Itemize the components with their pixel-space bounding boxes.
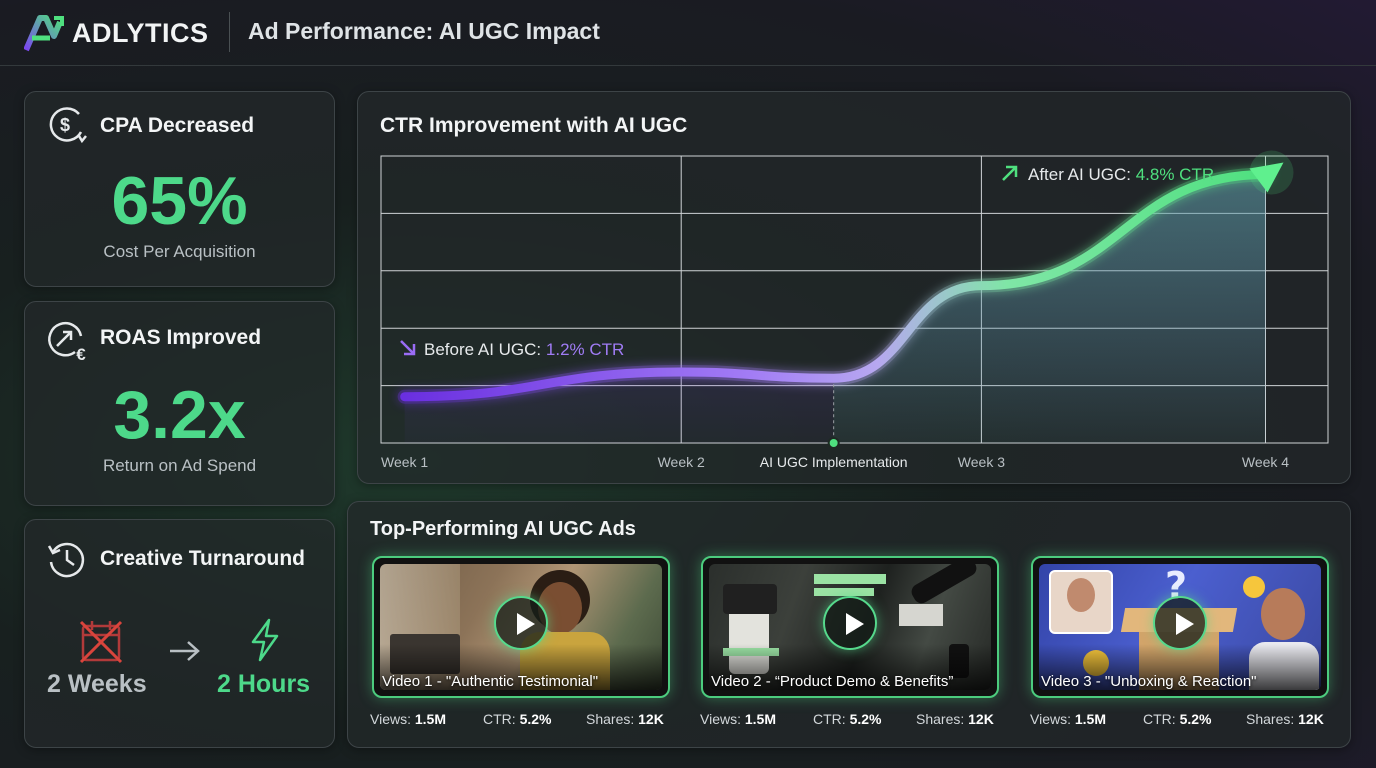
play-icon[interactable] [494,596,548,650]
views-label: Views: [700,711,741,727]
shares-label: Shares: [586,711,635,727]
x-tick-label: Week 2 [658,454,705,470]
ads-title: Top-Performing AI UGC Ads [370,518,636,540]
dollar-refresh-icon: $ [49,107,87,144]
arrow-euro-icon: € [48,322,86,362]
ctr-value: 5.2% [849,711,882,727]
views-value: 1.5M [744,711,776,727]
roas-card: € ROAS Improved 3.2x Return on Ad Spend [24,301,335,506]
video-3-caption: Video 3 - "Unboxing & Reaction" [1041,673,1257,690]
arrow-down-right-icon [400,340,416,356]
x-tick-label: Week 3 [958,454,1005,470]
before-prefix: Before AI UGC: [424,340,546,359]
play-icon[interactable] [823,596,877,650]
svg-text:$: $ [60,115,70,135]
after-value: 4.8% CTR [1135,165,1215,184]
lightning-icon [251,618,279,662]
shares-label: Shares: [1246,711,1295,727]
turnaround-before: 2 Weeks [47,670,147,698]
play-icon[interactable] [1153,596,1207,650]
before-annotation: Before AI UGC: 1.2% CTR [398,338,624,360]
roas-value: 3.2x [113,377,246,453]
video-thumbnail-2[interactable]: Video 2 - “Product Demo & Benefits” [701,556,999,698]
cpa-card: $ CPA Decreased 65% Cost Per Acquisition [24,91,335,287]
line-arrowhead [1249,162,1284,193]
turnaround-title: Creative Turnaround [100,547,305,570]
brand-logo[interactable]: ADLYTICS [24,14,209,52]
x-tick-label: Week 4 [1242,454,1289,470]
after-annotation: After AI UGC: 4.8% CTR [1000,163,1214,185]
ctr-chart-card: CTR Improvement with AI UGC [357,91,1351,484]
shares-value: 12K [638,711,664,727]
ctr-area-fill-after [833,174,1266,443]
x-tick-label: Week 1 [381,454,428,470]
chart-title: CTR Improvement with AI UGC [380,114,688,137]
video-thumbnail-3[interactable]: ? Video 3 - "Unboxing & Reaction" [1031,556,1329,698]
video-3-image: ? [1039,564,1321,690]
svg-text:€: € [76,345,86,362]
views-label: Views: [370,711,411,727]
header-divider [229,12,230,52]
calendar-crossed-icon [79,620,123,664]
after-prefix: After AI UGC: [1028,165,1136,184]
ctr-label: CTR: [813,711,846,727]
ctr-label: CTR: [483,711,516,727]
cpa-label: Cost Per Acquisition [103,242,256,261]
ctr-value: 5.2% [519,711,552,727]
roas-label: Return on Ad Spend [102,456,257,475]
ctr-value: 5.2% [1179,711,1212,727]
ctr-chart: Week 1 Week 2 AI UGC Implementation Week 3 W… [380,150,1329,470]
x-tick-label: AI UGC Implementation [760,454,908,470]
views-value: 1.5M [1074,711,1106,727]
brand-name: ADLYTICS [72,17,209,48]
roas-title: ROAS Improved [100,326,262,349]
video-thumbnail-1[interactable]: Video 1 - "Authentic Testimonial" [372,556,670,698]
before-value: 1.2% CTR [545,340,625,359]
shares-value: 12K [1298,711,1324,727]
page-title: Ad Performance: AI UGC Impact [248,18,600,44]
ctr-series-line [400,170,1270,402]
adlytics-logo-icon [24,15,64,52]
cpa-value: 65% [111,163,248,239]
ctr-label: CTR: [1143,711,1176,727]
shares-label: Shares: [916,711,965,727]
turnaround-after: 2 Hours [217,670,311,698]
implementation-marker-dot [827,437,840,449]
arrow-up-right-icon [1002,165,1018,181]
top-ads-card: Top-Performing AI UGC Ads Video 1 - "Aut… [347,501,1351,748]
video-2-caption: Video 2 - “Product Demo & Benefits” [711,673,954,690]
video-2-image [709,564,991,690]
views-value: 1.5M [414,711,446,727]
views-label: Views: [1030,711,1071,727]
cpa-title: CPA Decreased [100,114,255,137]
shares-value: 12K [968,711,994,727]
header: ADLYTICS Ad Performance: AI UGC Impact [0,0,1376,66]
arrow-right-icon [170,641,200,661]
video-1-caption: Video 1 - "Authentic Testimonial" [382,673,599,690]
history-clock-icon [47,542,85,578]
turnaround-card: Creative Turnaround 2 Weeks 2 Hours [24,519,335,748]
